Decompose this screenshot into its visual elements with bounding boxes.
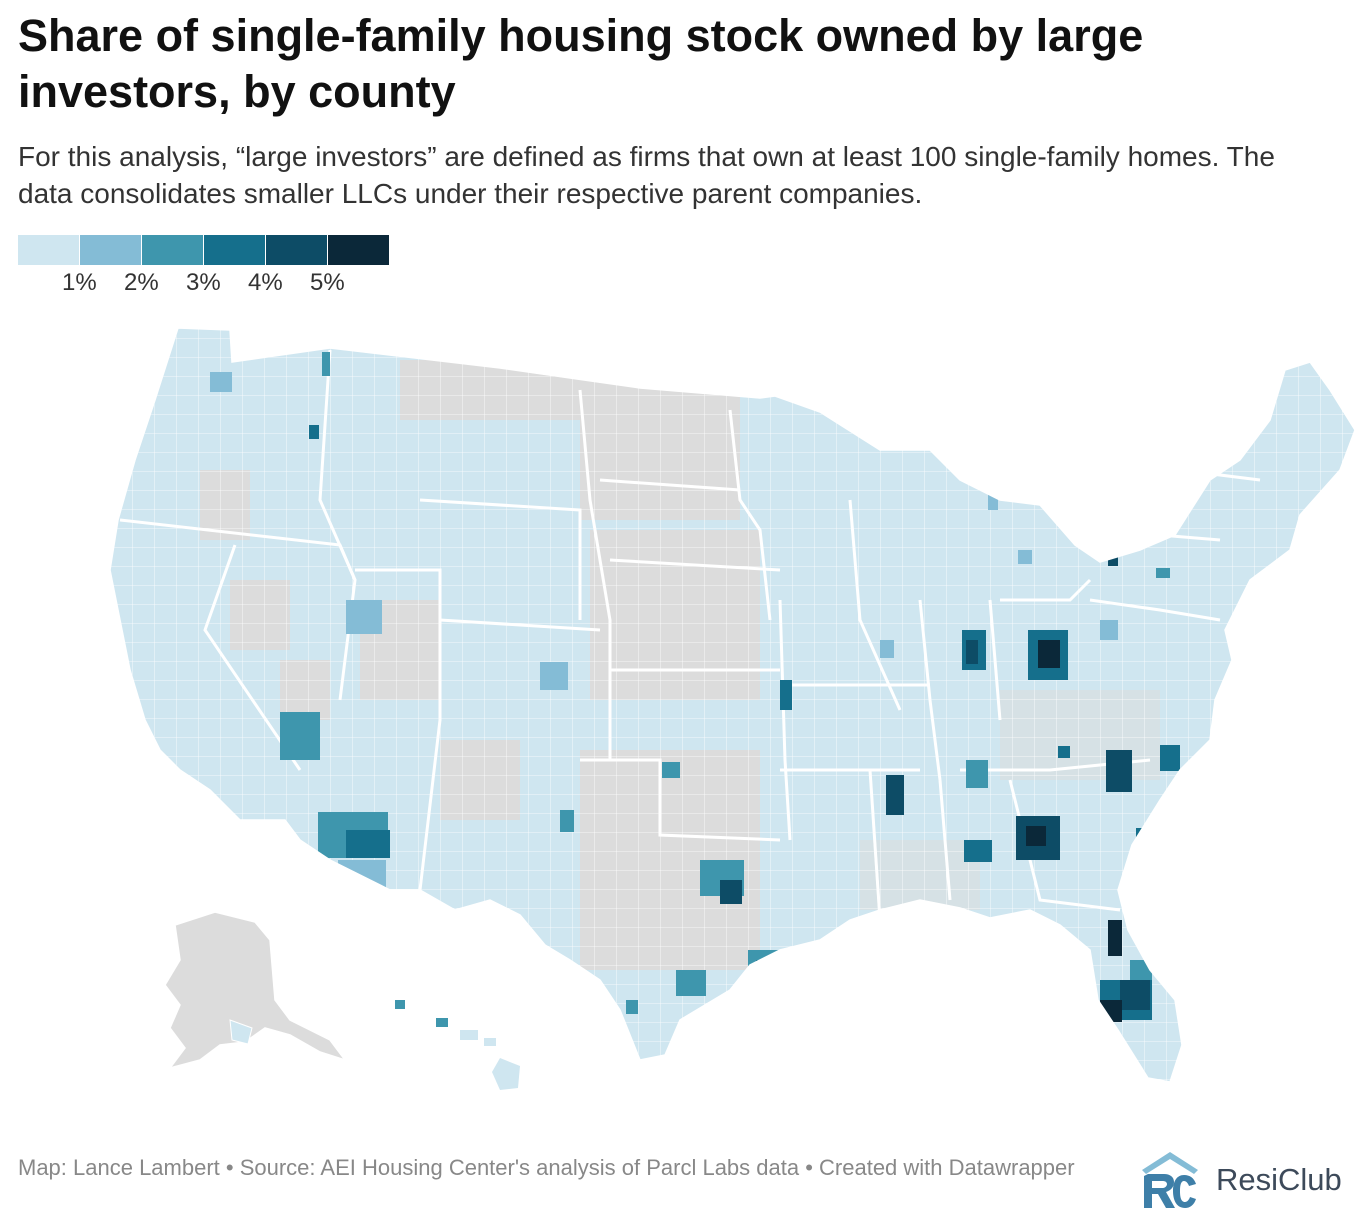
legend-tick-label: 1% [62,269,97,296]
legend-tick-labels: 1% 2% 3% 4% 5% [18,265,398,296]
source-credit: Map: Lance Lambert • Source: AEI Housing… [18,1155,1075,1180]
us-county-choropleth-map [0,300,1372,1140]
alaska [164,911,348,1070]
hawaii [395,1000,520,1090]
legend-swatch [204,235,266,265]
resiclub-logo-text: ResiClub [1216,1162,1342,1197]
legend-swatch [80,235,142,265]
legend-color-bar [18,235,398,265]
resiclub-logo: ResiClub [1138,1148,1358,1210]
color-legend: 1% 2% 3% 4% 5% [18,235,398,296]
legend-tick-label: 3% [186,269,221,296]
legend-swatch [18,235,80,265]
resiclub-logo-icon [1142,1152,1198,1208]
legend-tick-label: 2% [124,269,159,296]
legend-swatch [266,235,328,265]
legend-tick-label: 4% [248,269,283,296]
legend-swatch [142,235,204,265]
lower-48-outline [109,327,1356,1083]
legend-tick-label: 5% [310,269,345,296]
legend-swatch [328,235,390,265]
chart-subtitle: For this analysis, “large investors” are… [18,141,1275,209]
chart-title: Share of single-family housing stock own… [18,10,1144,117]
